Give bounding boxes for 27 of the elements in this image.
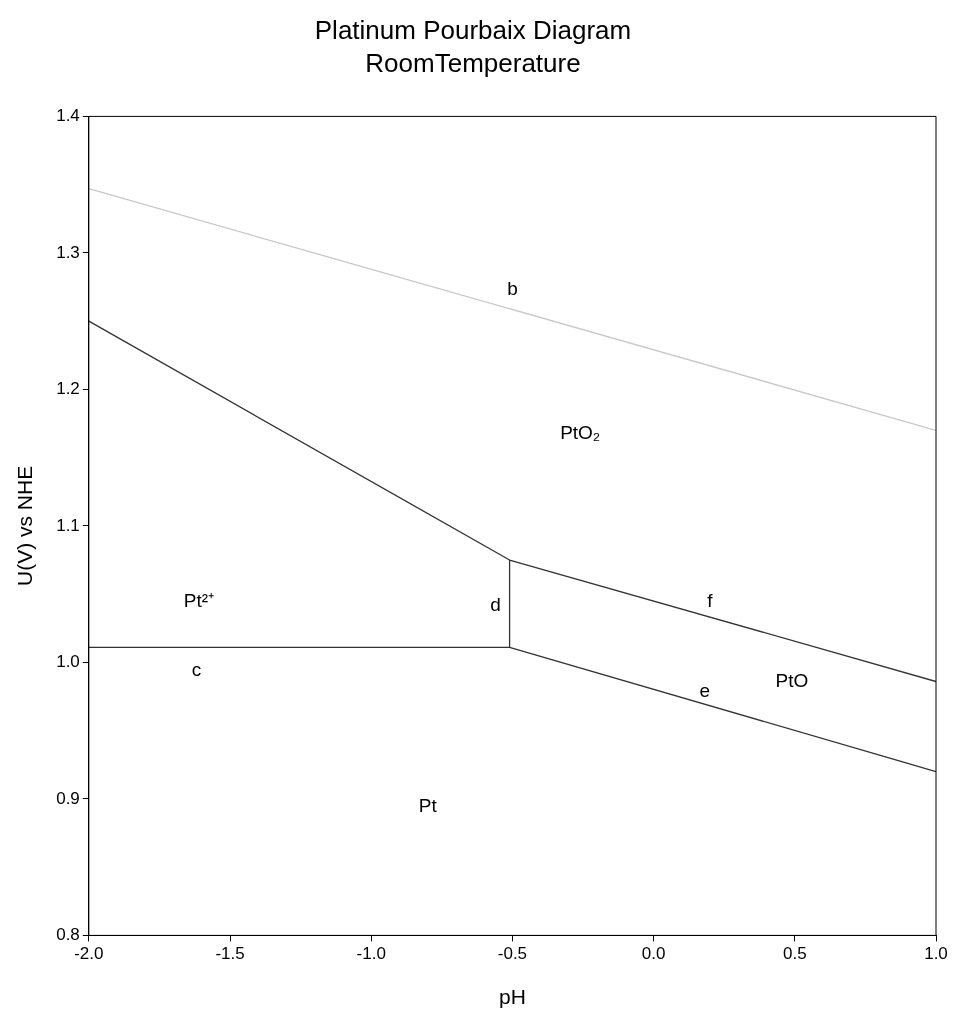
x-tick-label: 1.0 xyxy=(924,944,948,964)
x-tick-label: 0.0 xyxy=(641,944,666,964)
y-tick-label: 1.1 xyxy=(56,515,80,535)
y-tick-label: 0.9 xyxy=(56,788,80,808)
y-tick-label: 1.2 xyxy=(56,379,80,399)
y-tick-label: 1.3 xyxy=(56,242,80,262)
annotation: f xyxy=(707,590,714,612)
x-tick-label: 0.5 xyxy=(782,944,807,964)
y-tick-label: 1.4 xyxy=(56,106,80,126)
y-tick-label: 0.8 xyxy=(56,925,80,945)
x-tick-label: -1.5 xyxy=(215,944,245,964)
annotation: PtO xyxy=(775,669,809,691)
x-tick-label: -0.5 xyxy=(497,944,528,964)
chart-title: Platinum Pourbaix Diagram xyxy=(314,14,632,45)
y-tick-label: 1.0 xyxy=(56,652,80,672)
chart-subtitle: RoomTemperature xyxy=(365,47,581,78)
annotation: Pt xyxy=(418,795,438,817)
annotation: PtO₂ xyxy=(560,421,601,443)
annotation: d xyxy=(490,593,501,615)
x-axis-title: pH xyxy=(498,985,526,1009)
x-tick-label: -2.0 xyxy=(74,944,104,964)
annotation: c xyxy=(191,659,202,681)
x-tick-label: -1.0 xyxy=(356,944,386,964)
annotation: e xyxy=(699,680,711,702)
annotation: Pt²⁺ xyxy=(183,590,215,612)
y-axis-title: U(V) vs NHE xyxy=(13,465,37,586)
annotation: b xyxy=(507,278,518,300)
